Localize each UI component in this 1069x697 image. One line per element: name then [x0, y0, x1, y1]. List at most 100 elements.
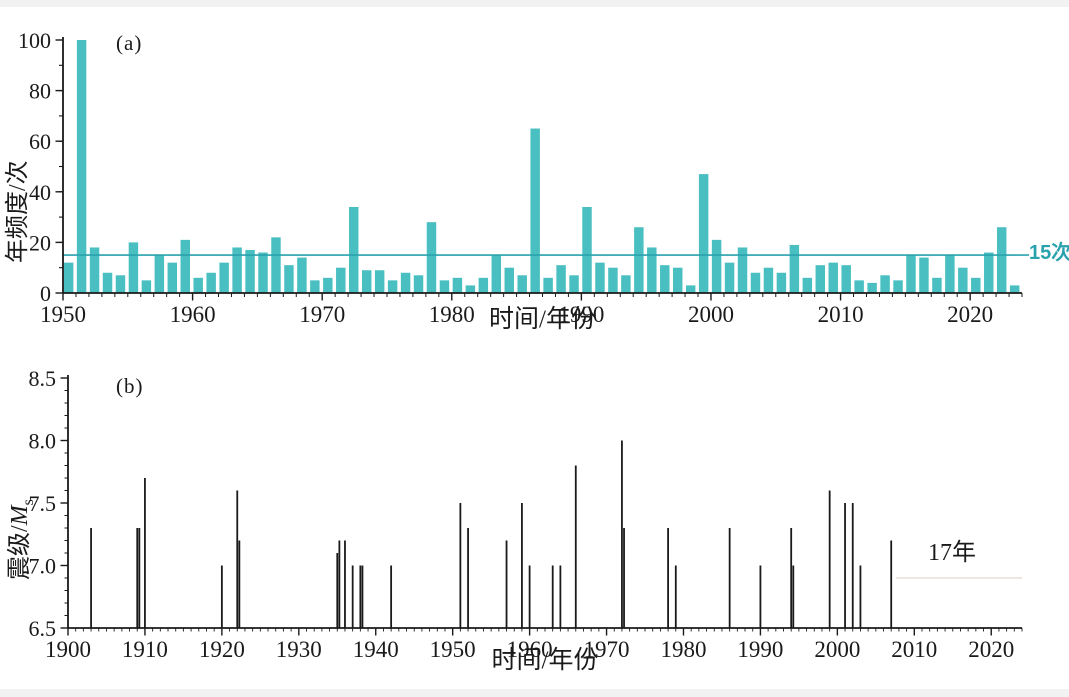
bar-2003: [750, 272, 761, 293]
panel-b-label: (b): [116, 374, 144, 398]
bar-2000: [711, 239, 722, 293]
bar-2007: [802, 277, 813, 293]
bar-2005: [776, 272, 787, 293]
x-tick-label: 1950: [430, 637, 476, 662]
bar-1961: [206, 272, 216, 293]
x-tick-label: 1970: [299, 302, 345, 327]
bar-1951: [76, 40, 87, 293]
bar-1978: [426, 222, 437, 293]
magnitude-symbol: M: [7, 505, 33, 526]
bar-1962: [219, 262, 229, 293]
bar-1984: [504, 267, 514, 293]
x-tick-label: 1980: [660, 637, 706, 662]
bar-1965: [258, 252, 268, 293]
x-tick-label: 1900: [45, 637, 91, 662]
bar-1986: [530, 128, 540, 293]
bar-2004: [763, 267, 774, 293]
bar-1987: [543, 277, 553, 293]
bar-2023: [1009, 285, 1020, 293]
bar-1963: [232, 247, 242, 293]
bar-1988: [556, 265, 566, 293]
x-tick-label: 2020: [947, 302, 993, 327]
x-tick-label: 1910: [122, 637, 168, 662]
panel-a-y-axis-title: 年频度/次: [5, 160, 31, 263]
x-tick-label: 1920: [199, 637, 245, 662]
x-tick-label: 1990: [558, 302, 604, 327]
panel-b-y-axis-title: 震级/Ms: [7, 499, 37, 580]
bar-1980: [452, 277, 463, 293]
top-edge-strip: [0, 0, 1069, 7]
y-tick-label: 40: [29, 180, 51, 205]
y-tick-label: 20: [29, 230, 51, 255]
bar-1989: [569, 275, 579, 293]
bar-1973: [361, 270, 372, 293]
bar-2011: [854, 280, 864, 293]
y-tick-label: 100: [18, 28, 51, 53]
bar-2019: [958, 267, 968, 293]
bar-2002: [737, 247, 748, 293]
bar-2018: [945, 255, 955, 293]
magnitude-subscript: s: [19, 499, 37, 506]
bar-1967: [284, 265, 294, 293]
x-tick-label: 1970: [584, 637, 630, 662]
bar-1956: [141, 280, 152, 293]
x-tick-label: 2010: [891, 637, 937, 662]
bar-1960: [193, 277, 203, 293]
bar-1982: [478, 277, 489, 293]
bar-2016: [919, 257, 929, 293]
bar-1969: [310, 280, 320, 293]
magnitude-label-prefix: 震级/: [7, 525, 33, 580]
x-tick-label: 2000: [688, 302, 734, 327]
gap-years-annotation: 17年: [928, 540, 976, 566]
panel-b-x-axis-title: 时间/年份: [491, 647, 599, 674]
bar-1994: [634, 227, 644, 293]
bar-1954: [115, 275, 126, 293]
y-tick-label: 7.0: [29, 554, 57, 579]
threshold-line-label: 15次: [1029, 242, 1069, 264]
bar-2022: [996, 227, 1007, 293]
y-tick-label: 8.0: [29, 429, 57, 454]
x-tick-label: 1960: [507, 637, 553, 662]
bar-1958: [167, 262, 178, 293]
y-tick-label: 60: [29, 129, 51, 154]
bar-2009: [828, 262, 838, 293]
bar-1997: [672, 267, 683, 293]
y-tick-label: 8.5: [29, 366, 57, 391]
y-tick-label: 7.5: [29, 491, 57, 516]
bar-1993: [621, 275, 631, 293]
bar-1998: [685, 285, 696, 293]
bar-1953: [102, 272, 113, 293]
bar-1952: [89, 247, 100, 293]
x-tick-label: 2000: [814, 637, 860, 662]
bar-1955: [128, 242, 139, 293]
bar-1971: [336, 267, 346, 293]
bottom-edge-strip: [0, 689, 1069, 697]
bar-1957: [154, 255, 165, 293]
bar-1950: [63, 262, 74, 293]
bar-1968: [297, 257, 307, 293]
bar-1991: [595, 262, 605, 293]
bar-2020: [971, 277, 981, 293]
bar-2006: [789, 244, 800, 293]
x-tick-label: 1940: [353, 637, 399, 662]
x-tick-label: 1950: [40, 302, 86, 327]
bar-2001: [724, 262, 735, 293]
bar-2013: [880, 275, 890, 293]
x-tick-label: 1990: [737, 637, 783, 662]
panel-a-label: (a): [116, 31, 143, 55]
y-tick-label: 6.5: [29, 616, 57, 641]
bar-2015: [906, 255, 916, 293]
y-tick-label: 80: [29, 79, 51, 104]
bar-2021: [984, 252, 994, 293]
bar-1990: [582, 206, 592, 293]
panel-b-axes: [67, 375, 1022, 629]
x-tick-label: 1960: [170, 302, 216, 327]
x-tick-label: 1930: [276, 637, 322, 662]
panel-a-x-axis-title: 时间/年份: [489, 306, 596, 333]
bar-1992: [608, 267, 618, 293]
x-tick-label: 2020: [968, 637, 1014, 662]
bar-2017: [932, 277, 942, 293]
bar-1970: [323, 277, 333, 293]
